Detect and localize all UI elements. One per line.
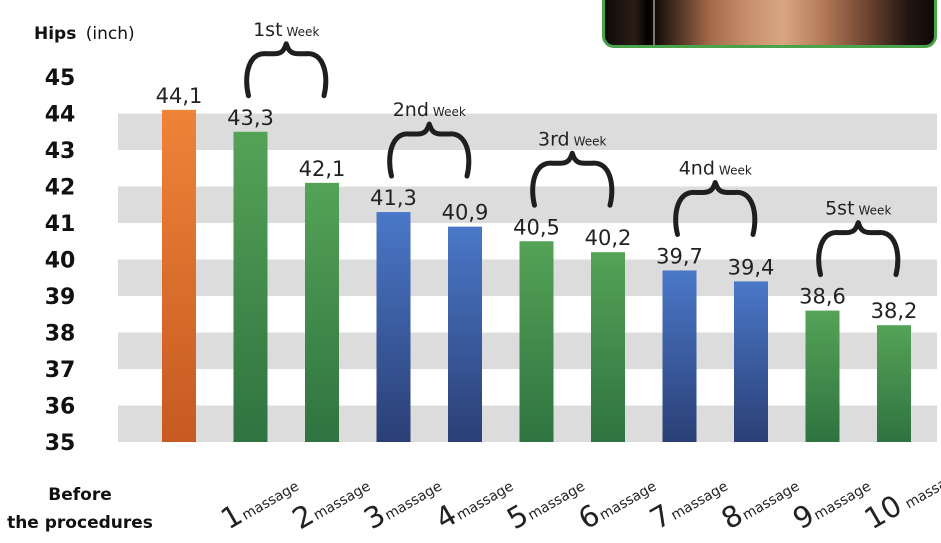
- week-brace: [673, 179, 758, 237]
- y-axis-label-unit: (inch): [86, 24, 135, 44]
- bar: [662, 270, 697, 442]
- value-label: 40,5: [513, 215, 560, 239]
- x-label-massage: 5massage: [501, 465, 589, 536]
- y-tick-label: 42: [45, 176, 76, 201]
- x-label-massage: 9massage: [787, 465, 875, 536]
- week-label: 2nd Week: [393, 99, 466, 121]
- y-tick-label: 37: [45, 358, 76, 383]
- x-label-before-line2: the procedures: [7, 513, 153, 533]
- week-label: 1st Week: [253, 19, 319, 41]
- x-label-before: Before: [48, 485, 111, 505]
- value-labels: 44,1 43,3 42,1 41,3 40,9 40,5 40,2 39,7 39,4 38,6…: [156, 84, 918, 323]
- bar: [519, 241, 554, 442]
- x-label-massage: 10 massage: [859, 454, 941, 536]
- y-tick-label: 39: [45, 285, 76, 310]
- bar: [162, 109, 196, 442]
- x-label-massage: 6massage: [573, 465, 661, 536]
- x-label-massage: 2massage: [287, 465, 375, 536]
- bars: [162, 109, 911, 442]
- bar: [734, 281, 768, 442]
- week-label: 5st Week: [825, 198, 891, 220]
- y-axis-label: Hips (inch): [34, 24, 135, 44]
- hips-photo-image: [602, 0, 937, 48]
- y-tick-label: 45: [45, 66, 76, 91]
- value-label: 40,2: [585, 226, 632, 250]
- y-tick-label: 40: [45, 249, 76, 274]
- bar: [591, 252, 625, 442]
- y-axis-ticks: 35 36 37 38 39 40 41 42 43 44 45: [45, 66, 76, 456]
- value-label: 43,3: [227, 106, 274, 130]
- week-label: 4nd Week: [679, 157, 752, 179]
- value-label: 41,3: [370, 186, 417, 210]
- bar: [233, 131, 268, 442]
- bar: [805, 310, 840, 442]
- y-tick-label: 43: [45, 139, 76, 164]
- week-brace: [816, 220, 901, 278]
- x-axis-labels: Before the procedures 1massage2massage3mas…: [7, 454, 941, 536]
- bar: [376, 212, 411, 442]
- week-label: 3rd Week: [538, 128, 607, 150]
- y-axis-label-bold: Hips: [34, 24, 76, 44]
- x-label-massage: 7massage: [644, 465, 732, 536]
- y-tick-label: 41: [45, 212, 76, 237]
- value-label: 38,6: [799, 285, 846, 309]
- y-tick-label: 44: [45, 103, 76, 128]
- y-tick-label: 36: [45, 395, 76, 420]
- bar: [877, 325, 911, 442]
- x-label-massage: 4massage: [430, 465, 518, 536]
- value-label: 39,7: [656, 244, 703, 268]
- y-tick-label: 35: [45, 431, 76, 456]
- value-label: 39,4: [728, 255, 775, 279]
- x-label-massage: 3massage: [358, 465, 446, 536]
- week-brackets: 1st Week 2nd Week 3rd Week 4nd Week 5st Week: [244, 19, 901, 278]
- week-brace: [244, 41, 329, 99]
- value-label: 38,2: [871, 299, 918, 323]
- y-tick-label: 38: [45, 322, 76, 347]
- value-label: 42,1: [299, 157, 346, 181]
- bar: [305, 182, 339, 442]
- bar: [448, 226, 482, 442]
- week-brace: [530, 150, 615, 208]
- x-label-massage: 1massage: [215, 465, 303, 536]
- value-label: 44,1: [156, 84, 203, 108]
- x-label-massage: 8massage: [716, 465, 804, 536]
- value-label: 40,9: [442, 201, 489, 225]
- week-brace: [387, 121, 472, 179]
